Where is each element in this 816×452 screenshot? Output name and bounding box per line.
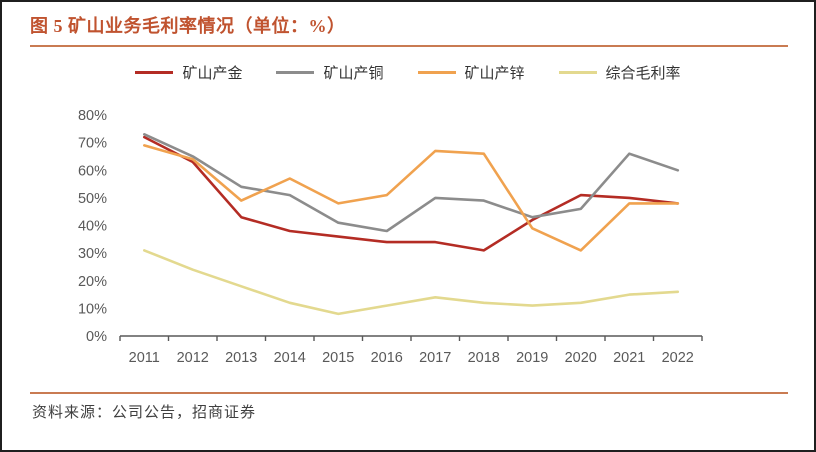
x-tick-label: 2012 — [177, 350, 209, 366]
y-tick-label: 80% — [78, 108, 107, 124]
y-tick-label: 60% — [78, 163, 107, 179]
series-line-copper — [143, 132, 680, 233]
legend-label-gold: 矿山产金 — [182, 65, 243, 82]
y-tick-label: 10% — [78, 301, 107, 317]
y-tick-label: 0% — [86, 329, 107, 345]
x-tick-label: 2022 — [662, 350, 694, 366]
series-line-overall — [143, 249, 680, 316]
x-tick-label: 2019 — [516, 350, 548, 366]
legend-item-copper: 矿山产铜 — [276, 62, 384, 83]
y-tick-label: 50% — [78, 191, 107, 207]
legend-label-zinc: 矿山产锌 — [464, 65, 525, 82]
legend-swatch-zinc — [417, 71, 456, 74]
footer-rule — [30, 392, 788, 394]
x-tick-label: 2014 — [274, 350, 306, 366]
x-tick-label: 2021 — [613, 350, 645, 366]
y-tick-label: 70% — [78, 136, 107, 152]
legend-label-copper: 矿山产铜 — [323, 65, 384, 82]
figure-title: 图 5 矿山业务毛利率情况（单位：%） — [30, 16, 346, 36]
x-axis — [119, 335, 703, 341]
title-rule — [30, 45, 788, 47]
y-axis-labels: 0% 10% 20% 30% 40% 50% 60% 70% 80% — [78, 108, 107, 345]
source-note: 资料来源：公司公告，招商证券 — [32, 405, 257, 421]
x-axis-labels: 2011 2012 2013 2014 2015 2016 2017 2018 2019 2020… — [129, 350, 694, 366]
legend-swatch-gold — [135, 71, 174, 74]
y-tick-label: 20% — [78, 274, 107, 290]
x-tick-label: 2013 — [225, 350, 257, 366]
x-tick-label: 2011 — [129, 350, 160, 366]
legend-item-zinc: 矿山产锌 — [417, 62, 525, 83]
x-tick-label: 2020 — [565, 350, 597, 366]
legend-item-overall: 综合毛利率 — [558, 62, 681, 83]
y-tick-label: 40% — [78, 219, 107, 235]
x-tick-label: 2016 — [371, 350, 403, 366]
x-tick-label: 2015 — [322, 350, 354, 366]
legend-swatch-copper — [276, 71, 315, 74]
legend-swatch-overall — [558, 71, 597, 74]
chart-canvas: 0%10%20%30%40%50%60%70%80%2011 2012 2013 20… — [78, 108, 703, 366]
series-line-zinc — [143, 144, 680, 252]
x-tick-label: 2017 — [419, 350, 451, 366]
y-tick-label: 30% — [78, 246, 107, 262]
chart-legend: 矿山产金 矿山产铜 矿山产锌 综合毛利率 — [2, 62, 814, 83]
legend-label-overall: 综合毛利率 — [605, 65, 681, 82]
x-tick-label: 2018 — [468, 350, 500, 366]
legend-item-gold: 矿山产金 — [135, 62, 242, 83]
series-line-gold — [143, 135, 680, 252]
